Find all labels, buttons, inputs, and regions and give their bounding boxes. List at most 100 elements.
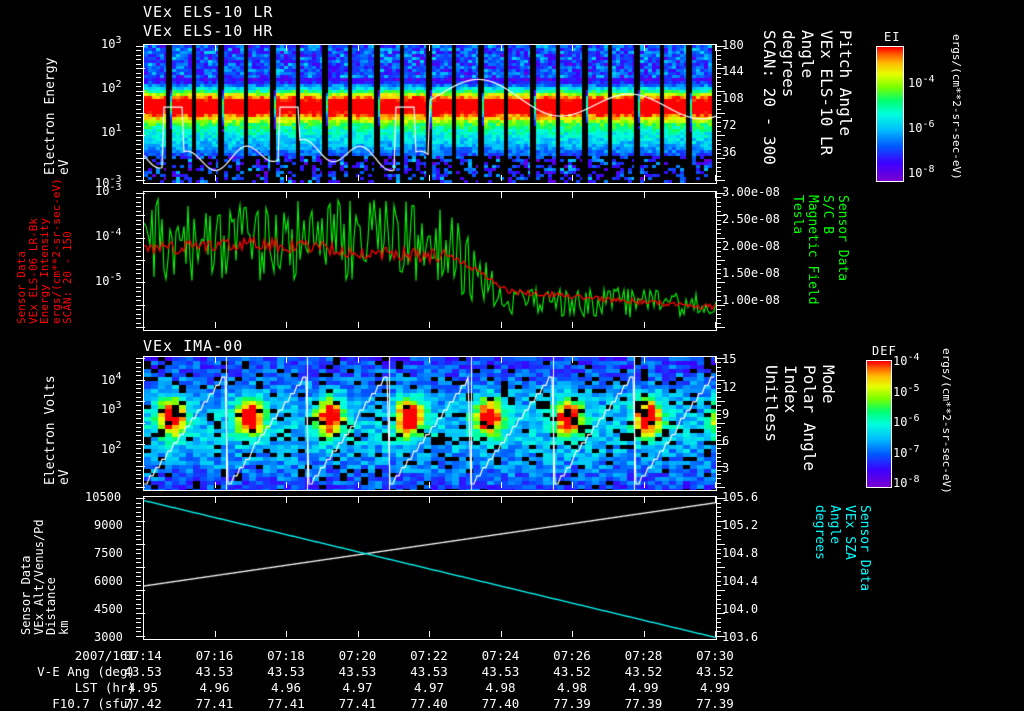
table-cell: 4.97 — [413, 680, 445, 695]
panel-alt-ytick — [716, 590, 725, 591]
panel-mag-ytick — [716, 323, 721, 324]
panel-mag-ytick — [136, 238, 145, 239]
panel-mag-ytick — [716, 220, 721, 221]
table-cell: 77.39 — [553, 696, 591, 711]
panel-mag-xtick — [644, 192, 645, 198]
panel-els-ytick — [136, 77, 141, 78]
panel-alt-plot[interactable] — [143, 496, 717, 640]
panel-alt-ytick — [716, 512, 721, 513]
colorbar-def-tick-1em4: 10-4 — [893, 352, 920, 368]
axis-label-line: km — [56, 620, 71, 635]
panel-alt-rtick-1040: 104.0 — [722, 602, 759, 616]
panel-ima-ytick — [716, 384, 721, 385]
panel-mag-ytick — [136, 291, 141, 292]
panel-els-ytick — [136, 91, 145, 92]
axis-label-line: Mode — [819, 365, 838, 404]
panel-mag-ytick — [136, 202, 141, 203]
panel-els-right-axis-label: SCAN: 20 - 300 degrees Angle VEx ELS-10 … — [760, 30, 855, 180]
panel-alt-xtick — [572, 631, 573, 637]
panel-alt-ytick — [716, 503, 721, 504]
panel-ima-ytick — [136, 414, 141, 415]
table-cell: 43.53 — [410, 664, 448, 679]
panel-ima-xtick — [358, 482, 359, 488]
table-row-label: 2007/161 — [74, 648, 135, 663]
panel-alt-xtick — [644, 631, 645, 637]
panel-ima-xtick — [501, 357, 502, 363]
panel-mag-ytick — [136, 256, 141, 257]
panel-ima-right-axis-label: Unitless Index Polar Angle Mode — [762, 365, 838, 485]
panel-ima-plot[interactable] — [143, 356, 717, 491]
panel-mag-ytick — [136, 296, 141, 297]
panel-alt-ytick — [136, 604, 141, 605]
panel-alt-left-axis-label: Sensor Data VEx Alt/Venus/Pd Distance km — [19, 500, 71, 635]
panel-ima-ytick — [136, 457, 141, 458]
panel-els-xtick — [715, 175, 716, 181]
panel-alt-xtick — [215, 631, 216, 637]
panel-els-ytick — [136, 176, 141, 177]
panel-els-ytick — [136, 68, 145, 69]
panel-ima-xtick — [572, 357, 573, 363]
panel-els-ytick — [136, 59, 141, 60]
panel-mag-ytick — [716, 260, 725, 261]
colorbar-def-tick-1em5: 10-5 — [893, 383, 920, 399]
axis-label-line: Pitch Angle — [836, 30, 855, 136]
panel-alt-ytick — [716, 608, 721, 609]
panel-alt-xtick — [215, 497, 216, 503]
panel-els-xtick — [501, 175, 502, 181]
panel-els-xtick — [358, 175, 359, 181]
panel-ima-ytick — [136, 453, 141, 454]
panel-els-ytick — [716, 73, 721, 74]
table-cell: 4.98 — [485, 680, 516, 695]
colorbar-ei — [876, 46, 904, 182]
table-row-label: V-E Ang (deg) — [37, 664, 135, 679]
panel-mag-ytick — [136, 282, 145, 283]
panel-els-plot[interactable] — [143, 44, 717, 184]
panel-alt-ytick — [136, 631, 141, 632]
panel-els-ytick — [136, 55, 141, 56]
panel-alt-ytick — [716, 595, 721, 596]
panel-mag-ytick — [136, 224, 141, 225]
panel-mag-plot[interactable] — [143, 191, 717, 331]
panel-els-ytick — [136, 140, 141, 141]
panel-ima-ytick — [716, 423, 725, 424]
panel-alt-ytick — [136, 549, 141, 550]
panel-ima-ytick — [136, 367, 141, 368]
panel-mag-ytick — [136, 193, 145, 194]
colorbar-def-tick-1em8: 10-8 — [893, 474, 920, 490]
panel-alt-rtick-1052: 105.2 — [722, 518, 759, 532]
panel-els-ytick — [716, 171, 721, 172]
panel-ima-ytick — [136, 470, 141, 471]
panel-els-ytick — [136, 109, 141, 110]
axis-label-line: Unitless — [762, 365, 781, 443]
panel-mag-rtick-1e-08: 1.00e-08 — [722, 293, 780, 307]
axis-label-line: eV — [56, 159, 72, 175]
table-cell: 07:30 — [696, 648, 734, 663]
panel-mag-xtick — [715, 322, 716, 328]
panel-mag-ytick — [136, 264, 141, 265]
panel-alt-ytick — [716, 549, 721, 550]
panel-mag-rtick-25e-09: 2.50e-08 — [722, 212, 780, 226]
panel-mag-ytick — [716, 202, 721, 203]
table-cell: 4.97 — [342, 680, 373, 695]
table-row-label: LST (hr) — [74, 680, 135, 695]
panel-els-ytick — [716, 144, 721, 145]
panel-alt-xtick — [715, 497, 716, 503]
panel-els-ytick-1e2: 102 — [101, 79, 122, 95]
panel-ima-ytick — [716, 418, 721, 419]
panel-alt-ytick — [136, 553, 141, 554]
table-cell: 43.53 — [124, 664, 162, 679]
panel-ima-ytick — [716, 414, 721, 415]
panel-ima-ytick — [136, 392, 141, 393]
panel-alt-ytick — [716, 562, 721, 563]
panel-mag-ytick — [136, 247, 141, 248]
table-cell: 77.41 — [338, 696, 377, 711]
table-cell: 77.40 — [481, 696, 520, 711]
panel-mag-xtick — [358, 322, 359, 328]
panel-els-ytick — [136, 153, 141, 154]
panel-ima-ytick — [716, 380, 725, 381]
panel-alt-ytick — [136, 595, 141, 596]
panel-alt-xtick — [286, 631, 287, 637]
axis-label-line: Polar Angle — [800, 365, 819, 471]
panel-ima-xtick — [715, 357, 716, 363]
panel-mag-xtick — [572, 192, 573, 198]
